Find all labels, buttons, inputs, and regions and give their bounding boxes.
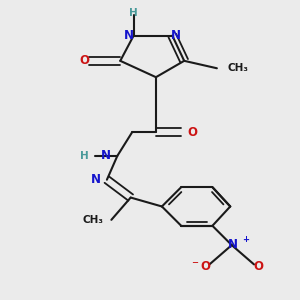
Text: N: N	[101, 149, 111, 162]
Text: O: O	[80, 54, 90, 67]
Text: N: N	[171, 29, 181, 42]
Text: N: N	[91, 173, 101, 186]
Text: N: N	[124, 29, 134, 42]
Text: −: −	[191, 258, 198, 267]
Text: H: H	[129, 8, 138, 18]
Text: O: O	[200, 260, 210, 273]
Text: O: O	[187, 126, 197, 139]
Text: CH₃: CH₃	[83, 215, 104, 225]
Text: CH₃: CH₃	[227, 63, 248, 73]
Text: H: H	[80, 151, 89, 161]
Text: O: O	[254, 260, 263, 273]
Text: N: N	[228, 238, 238, 251]
Text: +: +	[242, 235, 249, 244]
